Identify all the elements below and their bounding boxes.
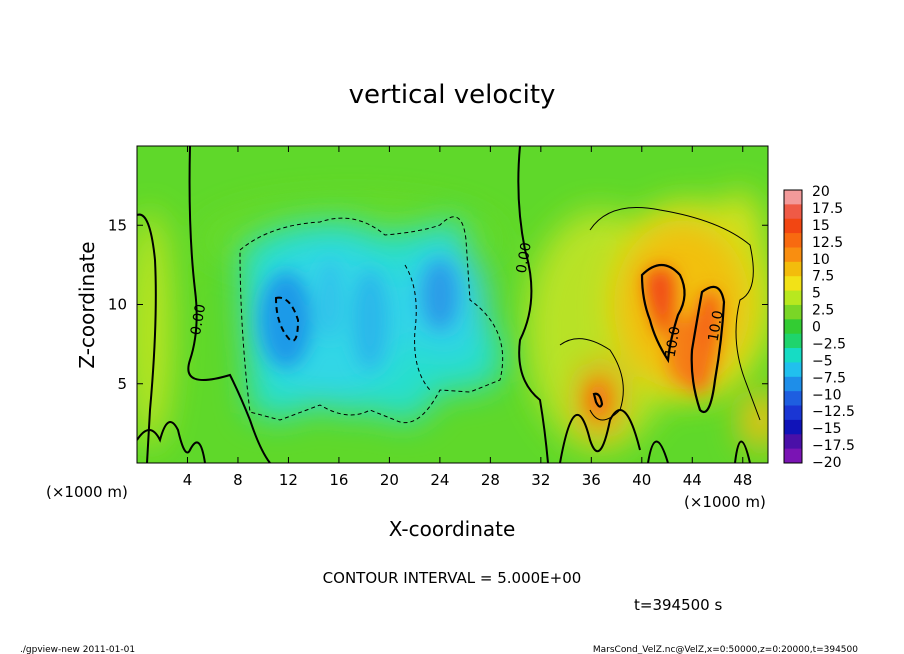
colorbar-swatch bbox=[784, 434, 802, 450]
contour-label: 0.00 bbox=[514, 241, 535, 274]
contour-label: 10.0 bbox=[706, 309, 727, 342]
time-text: t=394500 s bbox=[634, 596, 722, 614]
strong-downdraft-cores bbox=[260, 260, 458, 370]
colorbar-label: 7.5 bbox=[812, 269, 834, 285]
colorbar-label: −7.5 bbox=[812, 370, 846, 386]
x-tick-label: 28 bbox=[481, 471, 500, 489]
colorbar-swatch bbox=[784, 304, 802, 320]
y-axis: 5 10 15 bbox=[108, 216, 768, 393]
colorbar-swatch bbox=[784, 319, 802, 335]
footer-left: ./gpview-new 2011-01-01 bbox=[20, 645, 135, 654]
x-tick-label: 12 bbox=[279, 471, 298, 489]
contour-label: 10.0 bbox=[663, 325, 684, 358]
colorbar-frame bbox=[783, 189, 803, 464]
x-tick-label: 48 bbox=[733, 471, 752, 489]
colorbar-swatch bbox=[784, 348, 802, 363]
colorbar-swatch bbox=[784, 204, 802, 220]
colorbar-swatch bbox=[784, 376, 802, 392]
updraft-cores bbox=[589, 266, 720, 418]
colorbar-swatch bbox=[784, 362, 802, 378]
colorbar-label: 12.5 bbox=[812, 235, 843, 251]
colorbar-label: 17.5 bbox=[812, 201, 843, 217]
y-axis-title: Z-coordinate bbox=[75, 241, 99, 368]
colorbar-swatch bbox=[784, 405, 802, 421]
colorbar-swatch bbox=[784, 190, 802, 205]
colorbar-label: −2.5 bbox=[812, 336, 846, 352]
x-tick-label: 44 bbox=[683, 471, 702, 489]
x-axis-title: X-coordinate bbox=[389, 517, 516, 541]
five-contours bbox=[559, 207, 761, 421]
colorbar-swatch bbox=[784, 448, 802, 464]
colorbar-label: 10 bbox=[812, 252, 830, 268]
x-tick-label: 32 bbox=[531, 471, 550, 489]
minus-five-contours bbox=[239, 216, 504, 424]
chart-title: vertical velocity bbox=[349, 80, 556, 110]
y-tick-label: 15 bbox=[108, 216, 127, 234]
contour-labels: 0.00 0.00 10.0 10.0 bbox=[188, 241, 727, 358]
colorbar-swatch bbox=[784, 419, 802, 435]
x-unit-label-left: (×1000 m) bbox=[46, 483, 128, 501]
x-tick-label: 4 bbox=[183, 471, 193, 489]
contour-label: 0.00 bbox=[188, 303, 209, 336]
minus-ten-contours bbox=[274, 296, 300, 342]
colorbar-swatch bbox=[784, 247, 802, 263]
y-tick-label: 10 bbox=[108, 296, 127, 314]
x-tick-label: 16 bbox=[329, 471, 348, 489]
colorbar-label: 0 bbox=[812, 320, 821, 336]
plot-area: 0.00 0.00 10.0 10.0 bbox=[137, 146, 768, 463]
colorbar: 2017.51512.5107.552.50−2.5−5−7.5−10−12.5… bbox=[783, 184, 855, 471]
contour-interval-text: CONTOUR INTERVAL = 5.000E+00 bbox=[323, 569, 582, 587]
colorbar-label: 2.5 bbox=[812, 303, 834, 319]
colorbar-swatch bbox=[784, 261, 802, 277]
colorbar-swatch bbox=[784, 391, 802, 407]
y-tick-label: 5 bbox=[117, 375, 127, 393]
colorbar-label: −20 bbox=[812, 455, 842, 471]
colorbar-swatch bbox=[784, 333, 802, 349]
colorbar-label: −10 bbox=[812, 387, 842, 403]
x-tick-label: 36 bbox=[582, 471, 601, 489]
x-unit-label-right: (×1000 m) bbox=[684, 493, 766, 511]
colorbar-label: −12.5 bbox=[812, 404, 855, 420]
x-axis: 4 8 12 16 20 24 28 32 36 40 44 48 bbox=[183, 146, 752, 489]
colorbar-label: −17.5 bbox=[812, 438, 855, 454]
footer-right: MarsCond_VelZ.nc@VelZ,x=0:50000,z=0:2000… bbox=[593, 645, 858, 654]
colorbar-swatch bbox=[784, 218, 802, 234]
zero-contours bbox=[137, 146, 751, 463]
colorbar-label: 15 bbox=[812, 218, 830, 234]
x-tick-label: 24 bbox=[430, 471, 449, 489]
x-tick-label: 20 bbox=[380, 471, 399, 489]
colorbar-swatch bbox=[784, 233, 802, 248]
x-tick-label: 8 bbox=[233, 471, 243, 489]
colorbar-label: −5 bbox=[812, 353, 833, 369]
colorbar-label: 20 bbox=[812, 184, 830, 200]
x-tick-label: 40 bbox=[632, 471, 651, 489]
colorbar-swatch bbox=[784, 290, 802, 306]
colorbar-label: −15 bbox=[812, 421, 842, 437]
colorbar-label: 5 bbox=[812, 286, 821, 302]
ten-contours bbox=[592, 263, 726, 413]
colorbar-swatch bbox=[784, 276, 802, 292]
